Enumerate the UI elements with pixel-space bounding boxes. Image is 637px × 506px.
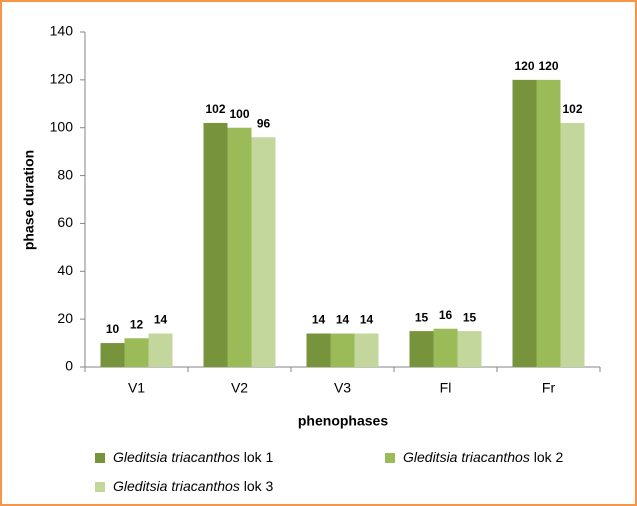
bar <box>354 333 379 367</box>
x-axis-label: phenophases <box>298 413 388 429</box>
value-label: 100 <box>229 107 249 121</box>
bar <box>227 127 252 367</box>
value-label: 102 <box>562 102 582 116</box>
legend-label: Gleditsia triacanthos lok 3 <box>113 478 274 494</box>
x-tick-label: Fl <box>440 380 452 396</box>
legend-label: Gleditsia triacanthos lok 2 <box>403 449 564 465</box>
legend-label-rest: lok 2 <box>530 449 564 465</box>
value-label: 120 <box>514 59 534 73</box>
bar <box>148 333 173 367</box>
legend-label-italic: Gleditsia triacanthos <box>403 449 530 465</box>
x-tick-label: V1 <box>128 380 145 396</box>
y-tick-label: 0 <box>65 358 73 374</box>
legend-swatch <box>385 453 395 463</box>
value-label: 14 <box>336 313 350 327</box>
bar <box>536 79 561 367</box>
value-label: 96 <box>257 116 271 130</box>
value-label: 120 <box>538 59 558 73</box>
value-label: 102 <box>205 102 225 116</box>
value-label: 14 <box>154 313 168 327</box>
bar <box>512 79 537 367</box>
value-label: 14 <box>312 313 326 327</box>
bar <box>203 122 228 367</box>
bar <box>433 328 458 367</box>
y-axis-label: phase duration <box>21 150 37 250</box>
y-tick-label: 60 <box>57 214 73 230</box>
value-label: 10 <box>106 322 120 336</box>
legend-label-italic: Gleditsia triacanthos <box>113 449 240 465</box>
value-label: 12 <box>130 317 144 331</box>
y-tick-label: 40 <box>57 262 73 278</box>
bar <box>251 137 276 367</box>
value-label: 15 <box>463 310 477 324</box>
bar <box>330 333 355 367</box>
bar <box>457 331 482 367</box>
y-tick-label: 80 <box>57 166 73 182</box>
bar <box>100 343 125 367</box>
legend-label-italic: Gleditsia triacanthos <box>113 478 240 494</box>
legend-swatch <box>95 453 105 463</box>
legend-label-rest: lok 3 <box>240 478 274 494</box>
y-tick-label: 20 <box>57 310 73 326</box>
y-tick-label: 100 <box>50 118 74 134</box>
bar <box>124 338 149 367</box>
x-tick-label: V3 <box>334 380 351 396</box>
value-label: 14 <box>360 313 374 327</box>
x-tick-label: V2 <box>231 380 248 396</box>
y-tick-label: 120 <box>50 71 74 87</box>
value-label: 16 <box>439 308 453 322</box>
bar <box>560 122 585 367</box>
legend-swatch <box>95 482 105 492</box>
legend-label: Gleditsia triacanthos lok 1 <box>113 449 274 465</box>
value-label: 15 <box>415 310 429 324</box>
x-tick-label: Fr <box>542 380 556 396</box>
bar <box>409 331 434 367</box>
bar <box>306 333 331 367</box>
legend-label-rest: lok 1 <box>240 449 274 465</box>
y-tick-label: 140 <box>50 23 74 39</box>
